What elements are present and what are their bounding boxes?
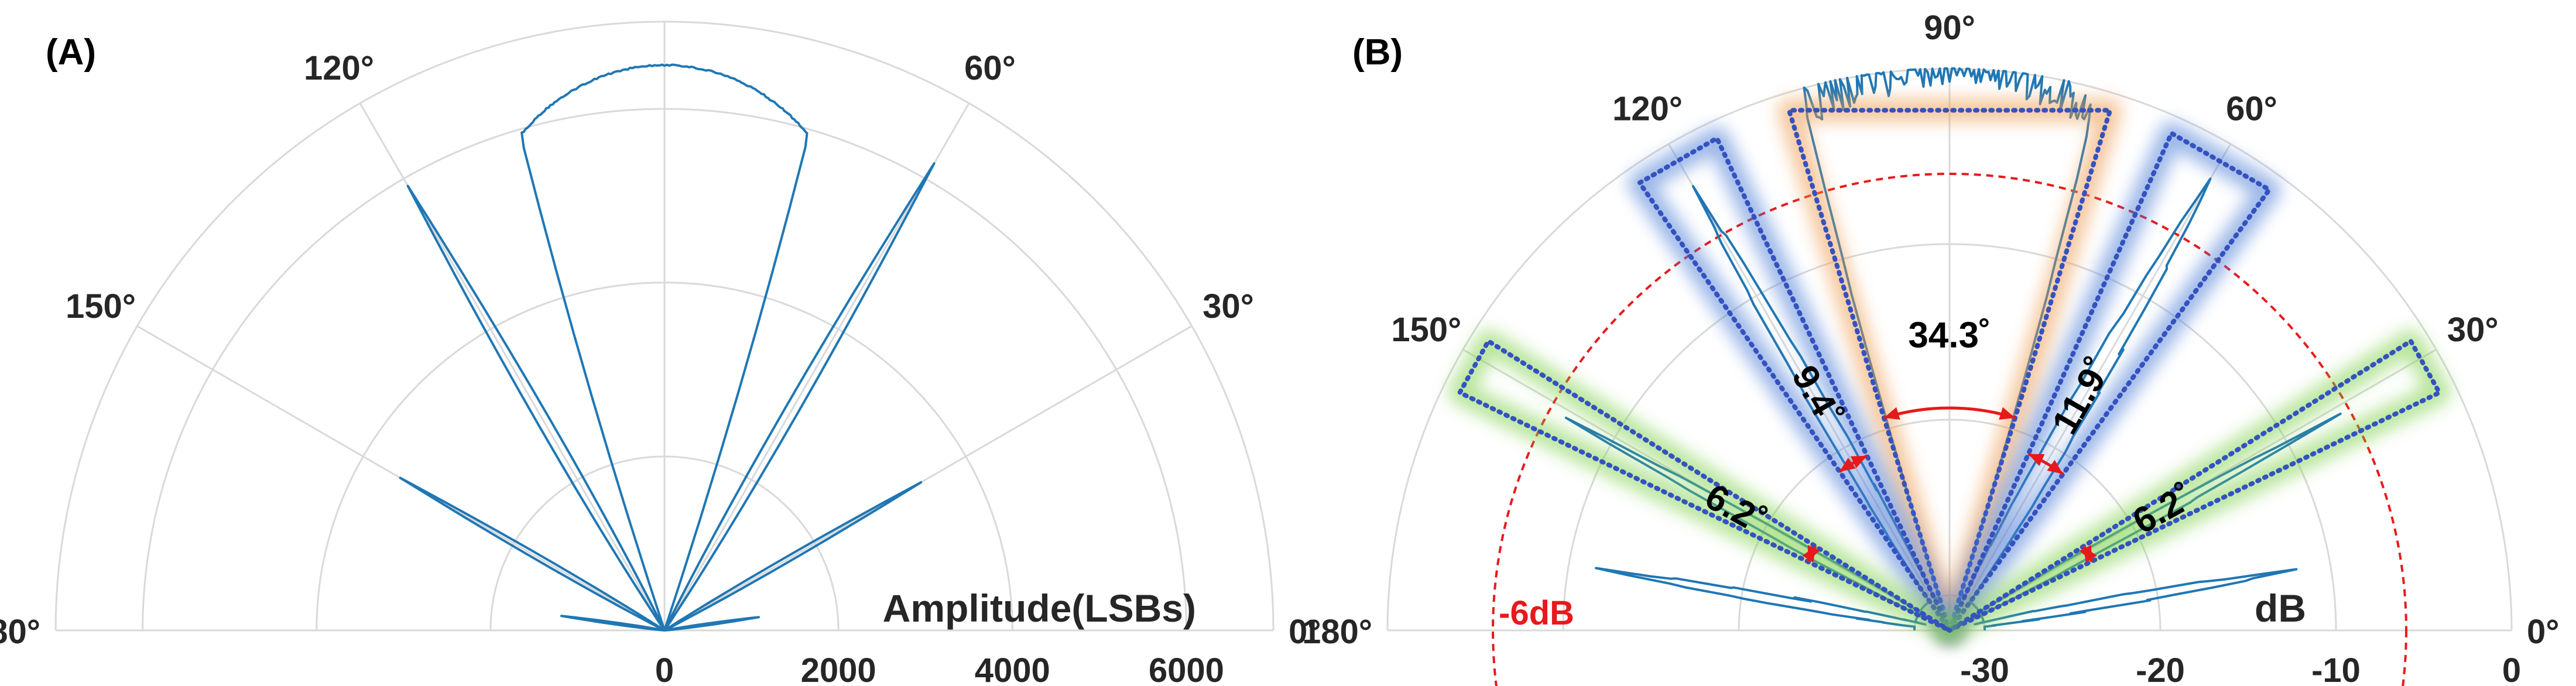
- arrowhead: [1807, 545, 1820, 562]
- panel-b-label-text: (B): [1352, 32, 1403, 73]
- r-axis-label-a: Amplitude(LSBs): [883, 586, 1196, 630]
- sector-outline: [1636, 135, 1952, 632]
- angle-arc-arrow: [1883, 406, 2016, 420]
- arrowhead: [1999, 407, 2016, 420]
- sector-outline: [1947, 130, 2273, 632]
- theta-tick-label: 0°: [1289, 613, 1321, 651]
- arrowhead: [1839, 457, 1856, 472]
- sector-outline: [1786, 108, 2113, 639]
- panel-b: (B) 0° 30° 60° 90° 120° 150° 180° -30 -20 -10 0 -6…: [1302, 9, 2559, 686]
- sector-outline: [1456, 338, 1951, 633]
- r-axis-label-b: dB: [2255, 586, 2306, 630]
- grid-spoke: [663, 102, 970, 631]
- panel-a-label: (A): [46, 32, 96, 73]
- r-tick-label: -20: [2136, 651, 2185, 686]
- theta-tick-label: 30°: [2447, 311, 2499, 349]
- r-tick-label: 2000: [801, 651, 876, 686]
- theta-tick-label: 120°: [304, 49, 374, 87]
- minus-6db-label: -6dB: [1499, 594, 1574, 632]
- sector-angle-label: 34.3˚: [1908, 315, 1991, 355]
- grid-spoke: [359, 102, 666, 631]
- minus-6db-reference-circle: [1492, 173, 2407, 686]
- arrowhead: [1851, 455, 1867, 468]
- polar-grid-a: [54, 20, 1275, 632]
- theta-tick-label: 0°: [2527, 613, 2559, 651]
- r-tick-label: -10: [2311, 651, 2361, 686]
- theta-tick-label: 60°: [2226, 90, 2277, 128]
- theta-tick-label: 120°: [1612, 90, 1683, 128]
- tick-labels-b: 0° 30° 60° 90° 120° 150° 180° -30 -20 -10 0: [1302, 9, 2559, 686]
- r-tick-label: 6000: [1149, 651, 1224, 686]
- theta-tick-label: 180°: [0, 613, 40, 651]
- theta-tick-label: 180°: [1302, 613, 1372, 651]
- r-tick-label: 0: [2502, 651, 2521, 686]
- grid-spoke: [664, 325, 1193, 632]
- arrowhead: [2047, 459, 2063, 474]
- beam-sectors: 34.3˚11.9˚9.4˚6.2˚6.2˚: [1448, 98, 2451, 642]
- panel-a-label-text: (A): [46, 32, 96, 73]
- theta-tick-label: 150°: [1391, 311, 1461, 349]
- r-tick-label: -30: [1960, 651, 2009, 686]
- panel-b-label: (B): [1352, 32, 1403, 73]
- r-tick-label: 4000: [975, 651, 1050, 686]
- theta-tick-label: 60°: [964, 49, 1016, 87]
- arrowhead: [2028, 454, 2045, 467]
- theta-tick-label: 90°: [1924, 9, 1975, 47]
- arrowhead: [1883, 407, 1900, 420]
- amplitude-series-line: [399, 63, 936, 632]
- arrowhead: [2083, 546, 2097, 563]
- sector-outline: [1948, 338, 2443, 633]
- theta-tick-label: 150°: [66, 287, 136, 325]
- panel-a: (A) 0°30°60°90°120°150°180°0200040006000…: [0, 20, 1321, 686]
- r-tick-label: 0: [655, 651, 674, 686]
- theta-tick-label: 30°: [1203, 287, 1254, 325]
